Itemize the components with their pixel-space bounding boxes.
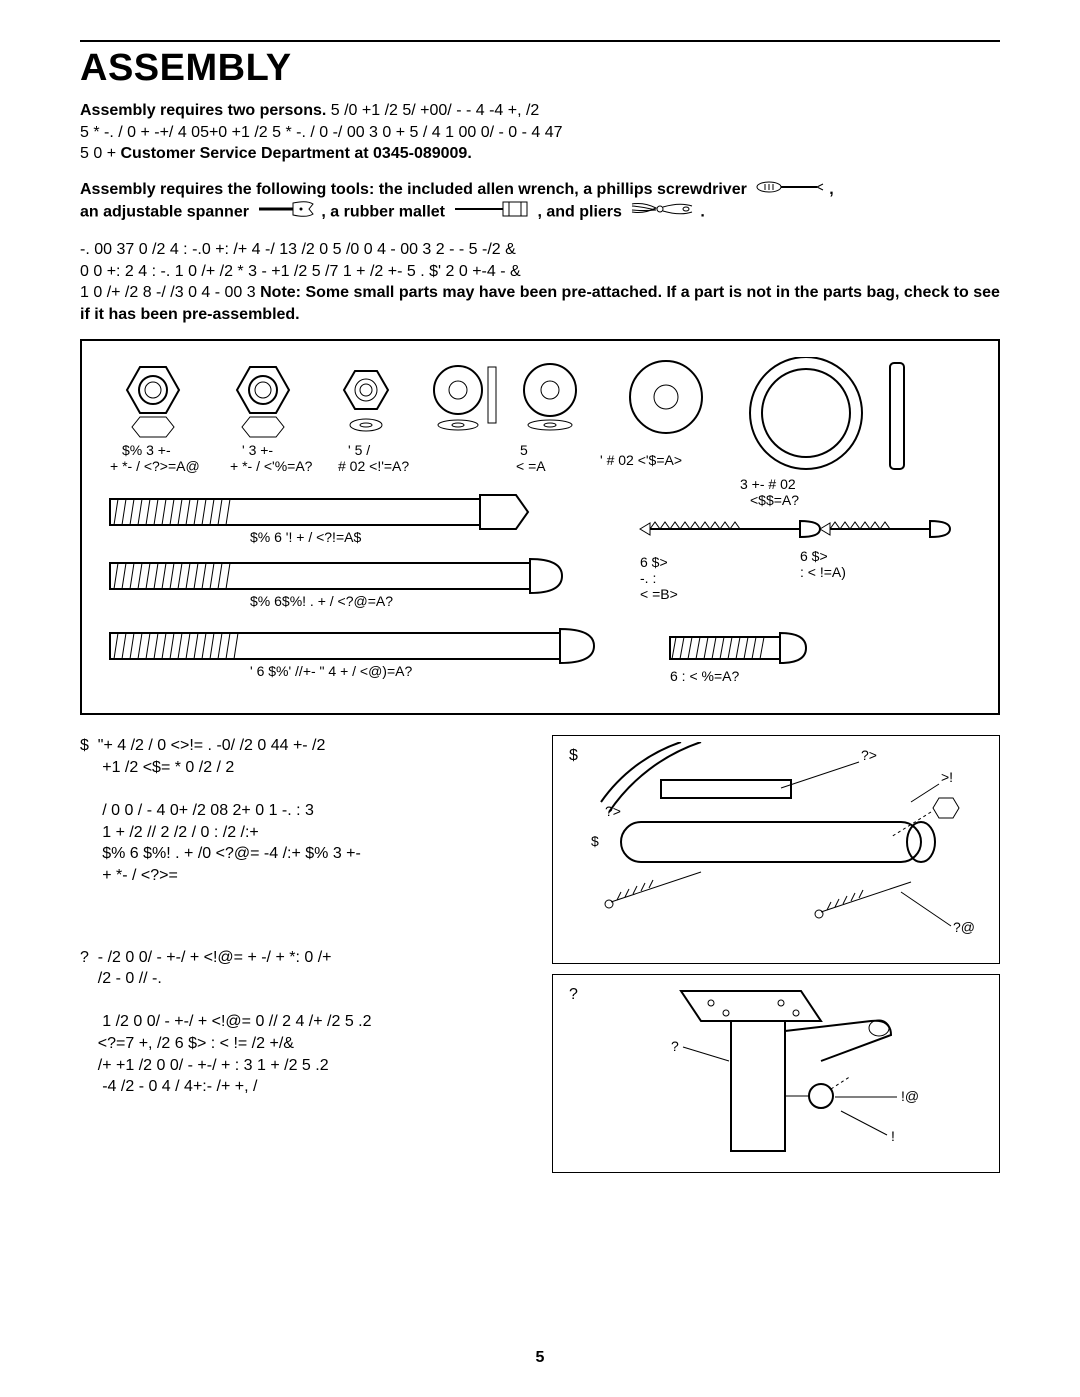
step-1-text: $ "+ 4 /2 / 0 <>!= . -0/ /2 0 44 +- /2 +… bbox=[80, 735, 528, 886]
step-1-num: $ bbox=[80, 737, 89, 754]
svg-text:$: $ bbox=[569, 747, 578, 764]
intro-line3-bold: Customer Service Department at 0345-0890… bbox=[120, 145, 471, 162]
svg-text:?@: ?@ bbox=[953, 919, 975, 935]
step-2-l3: 1 /2 0 0/ - +-/ + <!@= 0 // 2 4 /+ /2 5 … bbox=[98, 1013, 372, 1030]
step-2-l6: -4 /2 - 0 4 / 4+:- /+ +, / bbox=[98, 1078, 258, 1095]
step-1-l6: + *- / <?>= bbox=[98, 867, 178, 884]
svg-text:!: ! bbox=[891, 1128, 895, 1144]
steps-row: $ "+ 4 /2 / 0 <>!= . -0/ /2 0 44 +- /2 +… bbox=[80, 735, 1000, 1183]
tools-text-5: . bbox=[700, 204, 704, 221]
svg-text:$% 6$%! . + / <?@=A?: $% 6$%! . + / <?@=A? bbox=[250, 593, 393, 609]
intro-line3-pre: 5 0 + bbox=[80, 145, 120, 162]
p2-l3-pre: 1 0 /+ /2 8 -/ /3 0 4 - 00 3 bbox=[80, 284, 260, 301]
intro-line2: 5 * -. / 0 + -+/ 4 05+0 +1 /2 5 * -. / 0… bbox=[80, 124, 563, 141]
step-1-l3: / 0 0 / - 4 0+ /2 08 2+ 0 1 -. : 3 bbox=[98, 802, 314, 819]
step-2-l5: /+ +1 /2 0 0/ - +-/ + : 3 1 + /2 5 .2 bbox=[98, 1057, 329, 1074]
svg-text:< =B>: < =B> bbox=[640, 586, 678, 602]
svg-text:+ *- / <?>=A@: + *- / <?>=A@ bbox=[110, 458, 200, 474]
svg-text:' 3 +-: ' 3 +- bbox=[242, 442, 273, 458]
svg-text:?>: ?> bbox=[861, 747, 877, 763]
svg-text:6 : < %=A?: 6 : < %=A? bbox=[670, 668, 739, 684]
intro-rest-1: 5 /0 +1 /2 5/ +00/ - - 4 -4 +, /2 bbox=[326, 102, 539, 119]
svg-text:$% 6 '! + / <?!=A$: $% 6 '! + / <?!=A$ bbox=[250, 529, 361, 545]
svg-text:' 6 $%' //+- " 4 + / <: ' 6 $%' //+- " 4 + / <@)=A? bbox=[250, 663, 412, 679]
parts-box: $% 3 +- + *- / <?>=A@ ' 3 +- + *- / <'%=… bbox=[80, 339, 1000, 715]
svg-text:6 $>: 6 $> bbox=[800, 548, 828, 564]
mallet-icon bbox=[453, 200, 533, 225]
step-2-l1: - /2 0 0/ - +-/ + <!@= + -/ + *: 0 /+ bbox=[98, 949, 332, 966]
svg-text:-. :: -. : bbox=[640, 570, 656, 586]
steps-text: $ "+ 4 /2 / 0 <>!= . -0/ /2 0 44 +- /2 +… bbox=[80, 735, 528, 1133]
page-number: 5 bbox=[0, 1349, 1080, 1367]
step-2-l4: <?=7 +, /2 6 $> : < != /2 +/& bbox=[98, 1035, 294, 1052]
tools-text-3: , a rubber mallet bbox=[321, 204, 445, 221]
svg-text:< =A: < =A bbox=[516, 458, 546, 474]
svg-text:<$$=A?: <$$=A? bbox=[750, 492, 799, 508]
svg-text:?: ? bbox=[671, 1038, 679, 1054]
diagram-2: ? ? bbox=[552, 974, 1000, 1173]
svg-text:?>: ?> bbox=[605, 803, 621, 819]
step-1-l4: 1 + /2 // 2 /2 / 0 : /2 /:+ bbox=[98, 824, 259, 841]
svg-text:' 5 /: ' 5 / bbox=[348, 442, 370, 458]
step-1-l5: $% 6 $%! . + /0 <?@= -4 /:+ $% 3 +- bbox=[98, 845, 361, 862]
p2-l1: -. 00 37 0 /2 4 : -.0 +: /+ 4 -/ 13 /2 0… bbox=[80, 241, 516, 258]
step-diagrams: $ bbox=[552, 735, 1000, 1183]
page-title: ASSEMBLY bbox=[80, 47, 1000, 90]
svg-text:?: ? bbox=[569, 986, 578, 1003]
tools-text-1: Assembly requires the following tools: t… bbox=[80, 181, 747, 198]
svg-text:$: $ bbox=[591, 833, 599, 849]
svg-text:!@: !@ bbox=[901, 1088, 919, 1104]
step-2-text: ? - /2 0 0/ - +-/ + <!@= + -/ + *: 0 /+ … bbox=[80, 947, 528, 1098]
step-2-num: ? bbox=[80, 949, 89, 966]
svg-text:5: 5 bbox=[520, 442, 528, 458]
intro-para-1: Assembly requires two persons. 5 /0 +1 /… bbox=[80, 100, 1000, 165]
rule-top bbox=[80, 40, 1000, 42]
svg-text:# 02 <!'=A?: # 02 <!'=A? bbox=[338, 458, 409, 474]
step-1-l1: "+ 4 /2 / 0 <>!= . -0/ /2 0 44 +- /2 bbox=[98, 737, 326, 754]
pliers-icon bbox=[630, 200, 696, 225]
svg-text:' # 02 <'$=A>: ' # 02 <'$=A> bbox=[600, 452, 682, 468]
svg-text:6 $>: 6 $> bbox=[640, 554, 668, 570]
step-1-l2: +1 /2 <$= * 0 /2 / 2 bbox=[98, 759, 235, 776]
svg-text:+ *- / <'%=A?: + *- / <'%=A? bbox=[230, 458, 313, 474]
tools-text-4: , and pliers bbox=[537, 204, 621, 221]
svg-text:3 +- # 02: 3 +- # 02 bbox=[740, 476, 796, 492]
screwdriver-icon bbox=[755, 179, 825, 201]
tools-text-2: an adjustable spanner bbox=[80, 204, 249, 221]
step-2-l2: /2 - 0 // -. bbox=[98, 970, 162, 987]
intro-bold-1: Assembly requires two persons. bbox=[80, 102, 326, 119]
spanner-icon bbox=[257, 200, 317, 225]
p2-l2: 0 0 +: 2 4 : -. 1 0 /+ /2 * 3 - +1 /2 5 … bbox=[80, 263, 521, 280]
intro-para-2: -. 00 37 0 /2 4 : -.0 +: /+ 4 -/ 13 /2 0… bbox=[80, 239, 1000, 325]
diagram-1: $ bbox=[552, 735, 1000, 964]
parts-svg: $% 3 +- + *- / <?>=A@ ' 3 +- + *- / <'%=… bbox=[100, 357, 980, 697]
tools-para: Assembly requires the following tools: t… bbox=[80, 179, 1000, 225]
svg-text:>!: >! bbox=[941, 769, 953, 785]
svg-text:$% 3 +-: $% 3 +- bbox=[122, 442, 171, 458]
svg-text:: < !=A): : < !=A) bbox=[800, 564, 846, 580]
